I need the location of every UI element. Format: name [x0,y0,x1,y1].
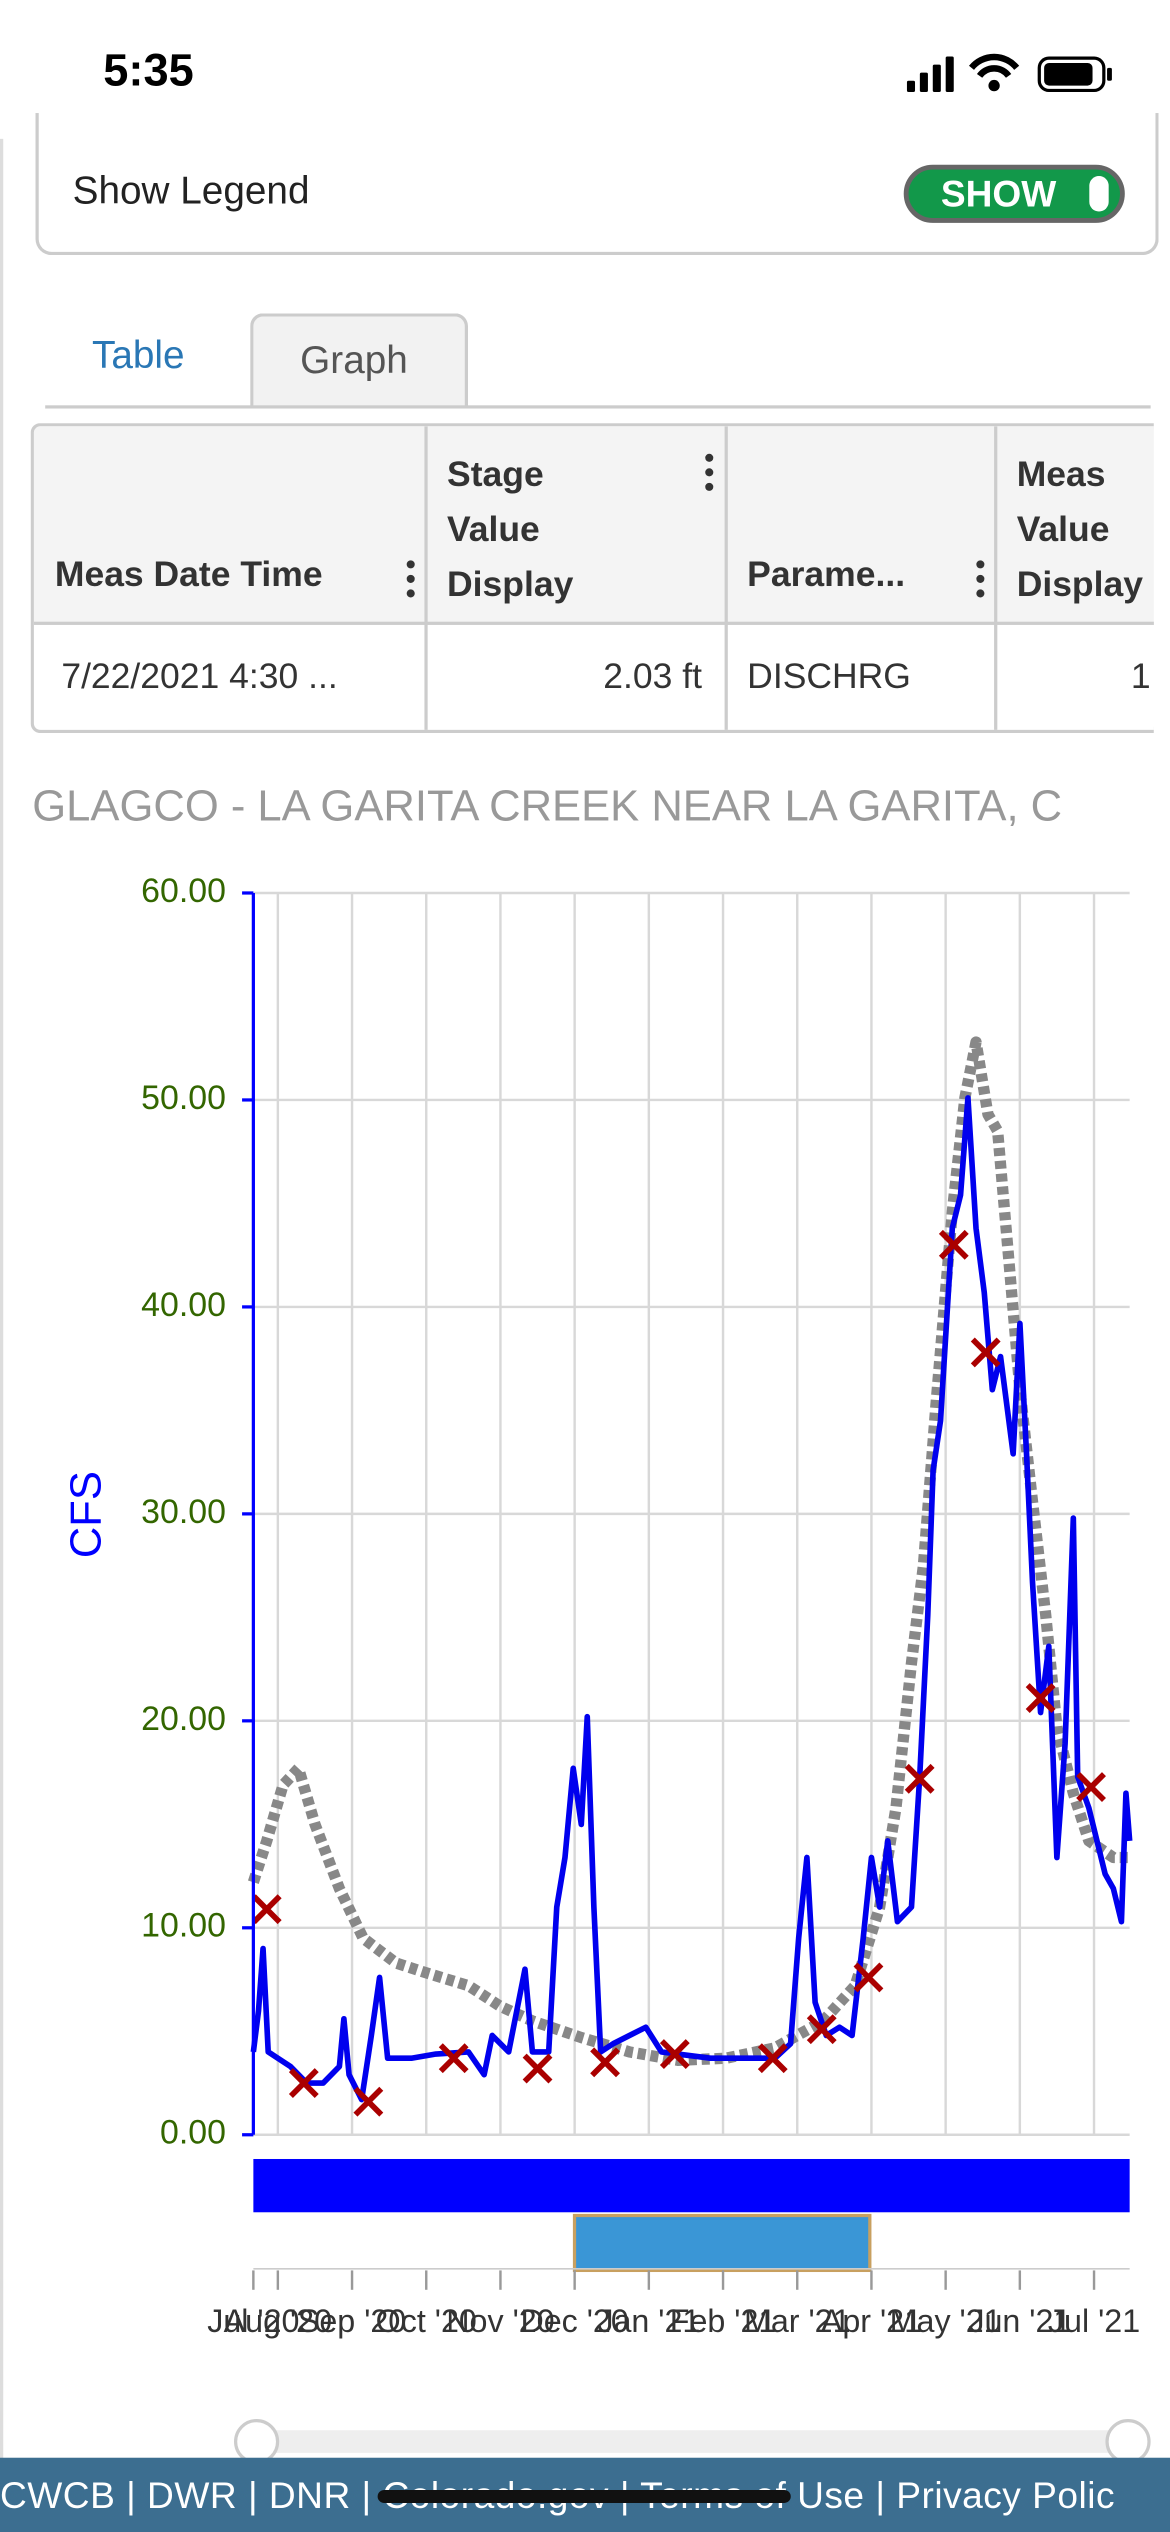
table-cell: 1 [1130,655,1151,696]
col-divider [724,426,728,730]
y-tick-label: 0.00 [160,2114,226,2152]
series-line [250,1095,1133,2103]
scroll-handle[interactable] [1105,2418,1151,2465]
clock: 5:35 [103,45,194,96]
measurement-marker [757,2043,788,2074]
x-tick-label: Apr '21 [821,2303,922,2339]
x-tick-label: Oct '20 [376,2303,477,2339]
navigator-series [253,2158,1130,2213]
table-cell: 2.03 ft [603,655,702,696]
home-indicator [377,2490,791,2503]
measurement-marker [251,1894,282,1925]
footer: CWCB | DWR | DNR | Colorado.gov | Terms … [0,2457,1170,2532]
scrollbar-track[interactable] [258,2430,1130,2453]
column-menu[interactable] [705,453,714,498]
y-tick-label: 50.00 [141,1079,226,1117]
column-menu[interactable] [976,560,985,604]
measurement-marker [970,1337,1001,1368]
legend-toggle[interactable]: SHOW [903,164,1125,223]
measurement-marker [904,1763,935,1794]
measurement-marker [522,2053,553,2084]
measurement-marker [938,1229,969,1260]
measurement-marker [288,2068,319,2098]
x-tick-label: Jul '21 [1048,2303,1140,2339]
x-tick-label: Dec '20 [520,2303,628,2339]
x-tick-label: Mar '21 [744,2303,851,2339]
column-menu[interactable] [406,560,415,604]
measurement-marker [590,2047,620,2078]
data-table [30,423,1154,734]
measurement-marker [438,2043,469,2074]
plot-area [247,1036,1133,2117]
col-divider [424,426,428,730]
measurement-marker [1076,1772,1106,1802]
header-text: Meas Date Time [54,553,323,595]
measurement-marker [1025,1683,1056,1713]
measurement-marker [353,2086,384,2117]
toggle-text: SHOW [940,172,1057,215]
x-tick-label: Feb '21 [670,2303,777,2339]
y-tick-label: 10.00 [141,1907,226,1945]
measurement-marker [659,2039,690,2069]
header-text: Parame... [747,553,906,595]
x-tick-label: May '21 [890,2303,1002,2339]
y-tick-label: 40.00 [141,1286,226,1324]
legend-card [35,113,1159,256]
x-tick-label: Nov '20 [446,2303,554,2339]
series-dotted-line [247,1036,1130,2066]
tab-line [45,405,1151,409]
chart-title: GLAGCO - LA GARITA CREEK NEAR LA GARITA,… [32,781,1063,831]
tab-graph-text: Graph [300,339,408,383]
x-tick-label: Aug '20 [224,2303,332,2339]
tab-table[interactable]: Table [91,334,185,378]
y-axis-title: CFS [62,1471,110,1558]
table-cell: DISCHRG [747,655,911,696]
y-tick-label: 30.00 [141,1493,226,1531]
status-icons [906,53,1112,93]
toggle-knob [1089,176,1109,212]
measurement-marker [806,2014,837,2045]
column-header[interactable]: Meas Date Time [32,425,424,622]
column-header[interactable]: Parame... [725,425,995,622]
table-header [33,426,1154,625]
navigator-window[interactable] [572,2213,872,2273]
x-tick-label: Jun '21 [968,2303,1071,2339]
x-tick-label: Jan '21 [597,2303,700,2339]
scroll-handle[interactable] [233,2418,280,2465]
measurement-marker [853,1962,884,1993]
legend-label: Show Legend [72,169,310,214]
page-edge [0,138,4,2465]
table-cell: 7/22/2021 4:30 ... [61,655,338,696]
header-text: Meas Value Display [1016,453,1143,604]
column-header[interactable]: Stage Value Display [424,425,724,622]
y-tick-label: 20.00 [141,1700,226,1738]
column-header[interactable]: Meas Value Display [994,425,1170,622]
header-text: Stage Value Display [447,453,574,604]
col-divider [994,426,998,730]
y-tick-label: 60.00 [141,872,226,910]
x-tick-label: Sep '20 [298,2303,406,2339]
tab-graph[interactable]: Graph [250,313,468,407]
x-tick-label: Jul '20 [207,2303,299,2339]
